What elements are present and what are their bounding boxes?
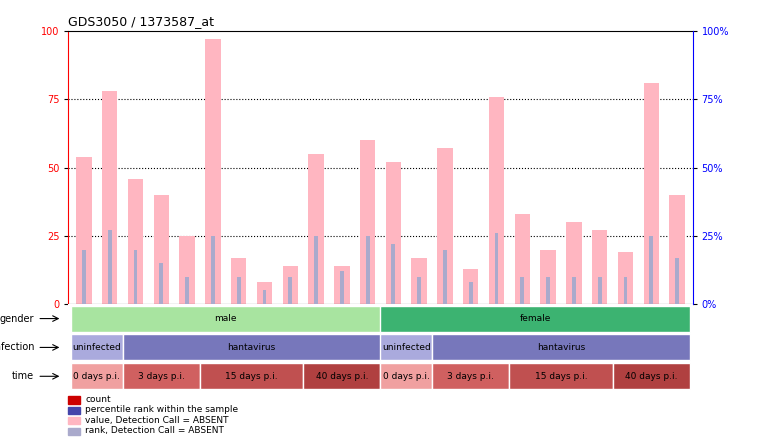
Bar [514,214,530,304]
Text: 40 days p.i.: 40 days p.i. [625,372,677,381]
Bar [185,277,189,304]
Bar [71,334,123,361]
Bar [613,363,690,389]
Bar [288,277,292,304]
Text: percentile rank within the sample: percentile rank within the sample [85,405,238,415]
Bar [134,250,138,304]
Bar [670,195,685,304]
Bar [509,363,613,389]
Bar [391,244,395,304]
Text: count: count [85,395,111,404]
Bar [649,236,653,304]
Bar [469,282,473,304]
Bar [386,162,401,304]
Bar [495,233,498,304]
Bar [366,236,370,304]
Bar [438,148,453,304]
Bar [572,277,576,304]
Bar [231,258,247,304]
Bar [159,263,164,304]
Bar [618,252,633,304]
Bar [263,290,266,304]
Text: time: time [12,371,34,381]
Text: uninfected: uninfected [72,343,121,352]
Text: 0 days p.i.: 0 days p.i. [383,372,430,381]
Bar [68,428,80,435]
Bar [412,258,427,304]
Bar [108,230,112,304]
Bar [123,363,200,389]
Bar [123,334,380,361]
Bar [463,269,479,304]
Bar [68,417,80,424]
Text: hantavirus: hantavirus [228,343,275,352]
Text: GDS3050 / 1373587_at: GDS3050 / 1373587_at [68,16,215,28]
Bar [644,83,659,304]
Bar [566,222,581,304]
Bar [432,334,690,361]
Bar [540,250,556,304]
Bar [417,277,421,304]
Bar [314,236,318,304]
Bar [546,277,550,304]
Bar [71,305,380,332]
Bar [623,277,627,304]
Text: gender: gender [0,313,34,324]
Bar [154,195,169,304]
Bar [380,334,432,361]
Bar [303,363,380,389]
Text: 15 days p.i.: 15 days p.i. [225,372,278,381]
Text: 40 days p.i.: 40 days p.i. [316,372,368,381]
Bar [68,396,80,404]
Bar [380,363,432,389]
Bar [237,277,240,304]
Bar [675,258,679,304]
Bar [68,407,80,414]
Bar [597,277,602,304]
Text: male: male [215,314,237,323]
Bar [432,363,509,389]
Text: 15 days p.i.: 15 days p.i. [535,372,587,381]
Bar [521,277,524,304]
Bar [205,39,221,304]
Text: infection: infection [0,342,34,353]
Bar [82,250,86,304]
Text: value, Detection Call = ABSENT: value, Detection Call = ABSENT [85,416,229,425]
Bar [211,236,215,304]
Bar [340,271,344,304]
Text: 3 days p.i.: 3 days p.i. [138,372,185,381]
Text: uninfected: uninfected [382,343,431,352]
Bar [76,157,91,304]
Bar [443,250,447,304]
Bar [200,363,303,389]
Text: hantavirus: hantavirus [537,343,585,352]
Text: female: female [520,314,551,323]
Bar [102,91,117,304]
Bar [592,230,607,304]
Bar [180,236,195,304]
Bar [71,363,123,389]
Bar [360,140,375,304]
Text: 0 days p.i.: 0 days p.i. [73,372,120,381]
Bar [308,154,323,304]
Bar [380,305,690,332]
Bar [256,282,272,304]
Bar [282,266,298,304]
Bar [128,178,143,304]
Bar [334,266,349,304]
Text: rank, Detection Call = ABSENT: rank, Detection Call = ABSENT [85,426,224,435]
Bar [489,97,505,304]
Text: 3 days p.i.: 3 days p.i. [447,372,494,381]
